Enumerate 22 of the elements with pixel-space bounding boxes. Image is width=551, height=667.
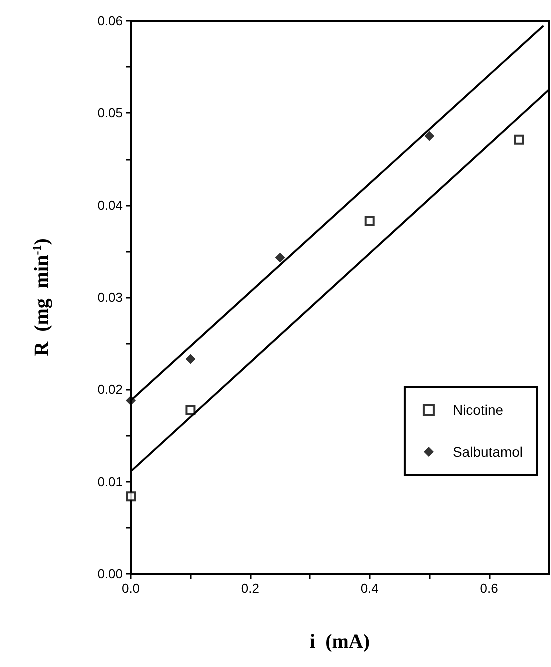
point — [186, 354, 196, 364]
y-tick-label: 0.03 — [98, 290, 123, 305]
point — [364, 216, 375, 226]
legend-label: Salbutamol — [452, 444, 524, 460]
y-tick-label: 0.04 — [98, 198, 123, 213]
x-axis-title: i (mA) — [310, 631, 370, 653]
y-tick-label: 0.02 — [98, 382, 123, 398]
point — [126, 492, 136, 502]
point — [275, 252, 286, 263]
y-tick-label: 0.06 — [98, 14, 123, 28]
y-axis-title: R (mg min-1) — [30, 238, 53, 356]
x-tick-label: 0.2 — [241, 581, 260, 596]
x-tick-label: 0.0 — [122, 581, 140, 596]
point — [424, 131, 435, 142]
point — [514, 134, 524, 145]
x-tick-label: 0.6 — [480, 581, 498, 596]
y-tick-label: 0.01 — [98, 474, 123, 490]
point — [186, 404, 196, 415]
y-tick-label: 0.00 — [98, 566, 123, 582]
y-tick-label: 0.05 — [98, 106, 123, 121]
legend-label: Nicotine — [452, 402, 504, 418]
x-tick-label: 0.4 — [360, 581, 379, 596]
